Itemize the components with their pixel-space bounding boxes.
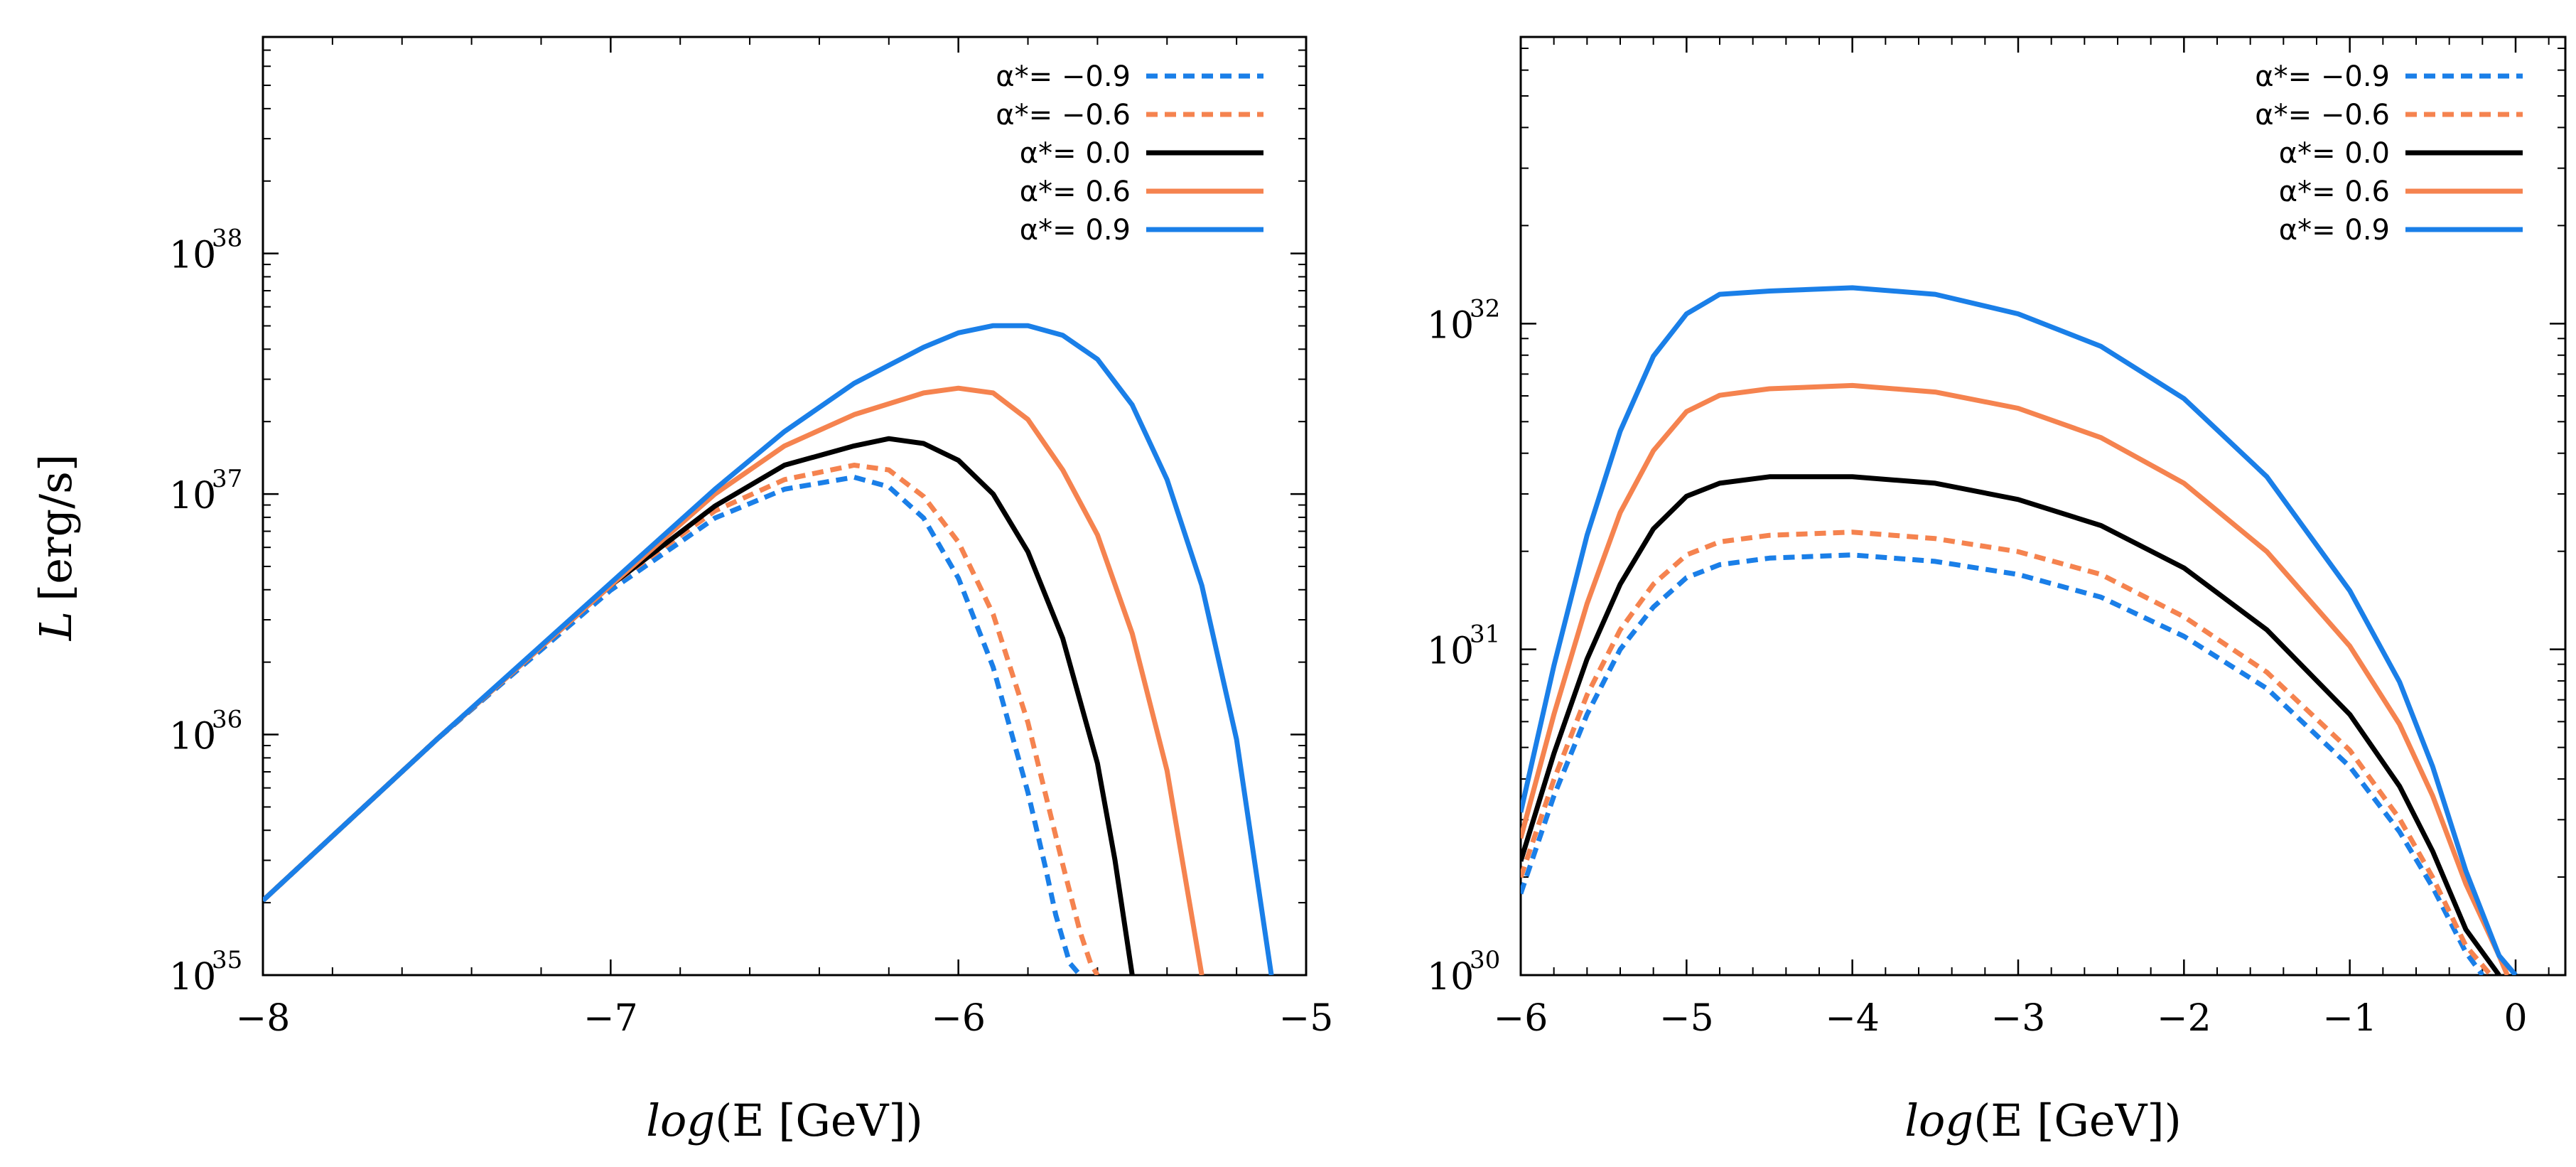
y-tick-label-base: 10 — [169, 956, 216, 999]
plot-frame — [1519, 36, 2567, 977]
series-line — [1521, 529, 2493, 975]
x-tick-label: −8 — [236, 997, 291, 1040]
y-tick-label-base: 10 — [1427, 956, 1474, 999]
legend-label: α*= 0.0 — [1020, 137, 1131, 170]
series-line — [1521, 474, 2501, 975]
x-tick-label: 0 — [2504, 997, 2527, 1040]
y-tick-label-base: 10 — [1427, 630, 1474, 673]
series-line — [1521, 382, 2510, 975]
series-line — [263, 436, 1135, 975]
y-tick-label-exponent: 31 — [1470, 620, 1500, 649]
y-tick-label-exponent: 32 — [1470, 294, 1500, 323]
x-tick-label: −1 — [2322, 997, 2377, 1040]
x-tick-label: −6 — [931, 997, 986, 1040]
series-line — [1521, 285, 2518, 975]
legend-label: α*= 0.9 — [2279, 214, 2390, 247]
y-tick-label-base: 10 — [169, 475, 216, 517]
y-tick-label-base: 10 — [169, 235, 216, 277]
y-tick-label-exponent: 30 — [1470, 946, 1500, 974]
y-tick-label-base: 10 — [169, 716, 216, 758]
x-tick-label: −2 — [2157, 997, 2211, 1040]
y-tick-label-exponent: 36 — [212, 706, 242, 734]
series-line — [1521, 552, 2485, 975]
x-tick-label: −4 — [1825, 997, 1880, 1040]
series-line — [263, 463, 1100, 975]
legend-label: α*= −0.6 — [2255, 99, 2390, 131]
legend-label: α*= 0.6 — [2279, 176, 2390, 208]
y-tick-label-exponent: 37 — [212, 465, 242, 493]
x-axis-label: log(E [GeV]) — [646, 1095, 923, 1146]
y-tick-label-exponent: 38 — [212, 225, 242, 253]
series-line — [263, 323, 1274, 975]
plot-frame — [262, 36, 1308, 977]
legend-label: α*= 0.9 — [1020, 214, 1131, 247]
legend-label: α*= −0.6 — [996, 99, 1131, 131]
series-line — [263, 474, 1082, 975]
x-axis-label: log(E [GeV]) — [1904, 1095, 2182, 1146]
y-tick-label-exponent: 35 — [212, 946, 242, 974]
x-tick-label: −5 — [1279, 997, 1334, 1040]
legend-label: α*= −0.9 — [996, 60, 1131, 93]
x-tick-label: −6 — [1494, 997, 1548, 1040]
x-tick-label: −3 — [1991, 997, 2046, 1040]
y-tick-label-base: 10 — [1427, 304, 1474, 347]
legend-label: α*= −0.9 — [2255, 60, 2390, 93]
legend-label: α*= 0.6 — [1020, 176, 1131, 208]
y-axis-label: L[erg/s] — [30, 454, 82, 641]
legend-label: α*= 0.0 — [2279, 137, 2390, 170]
x-tick-label: −5 — [1659, 997, 1714, 1040]
x-tick-label: −7 — [583, 997, 638, 1040]
